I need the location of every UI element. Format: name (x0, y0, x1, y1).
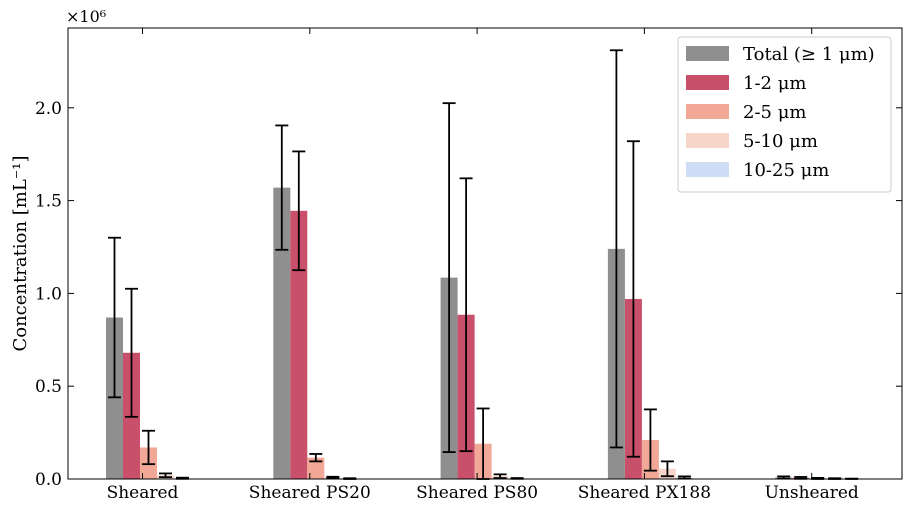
legend-label: Total (≥ 1 μm) (743, 44, 875, 65)
y-tick-label: 2.0 (35, 99, 62, 119)
x-tick-label: Unsheared (765, 483, 859, 503)
legend-label: 5-10 μm (743, 131, 818, 152)
x-tick-label: Sheared PX188 (578, 483, 711, 503)
legend-label: 1-2 μm (743, 73, 806, 94)
legend-swatch (686, 162, 729, 177)
x-tick-label: Sheared PS20 (249, 483, 371, 503)
y-tick-label: 1.0 (35, 284, 62, 304)
y-tick-label: 0.0 (35, 470, 62, 490)
y-axis-label: Concentration [mL⁻¹] (10, 155, 31, 351)
legend-swatch (686, 104, 729, 119)
y-tick-label: 1.5 (35, 192, 62, 212)
legend-swatch (686, 46, 729, 61)
legend-label: 10-25 μm (743, 160, 829, 181)
error-bar-4-2 (326, 477, 339, 478)
legend-label: 2-5 μm (743, 102, 806, 123)
axis-scale-multiplier: ×10⁶ (66, 7, 106, 26)
legend-swatch (686, 75, 729, 90)
x-tick-label: Sheared (107, 483, 179, 503)
y-tick-label: 0.5 (35, 377, 62, 397)
x-tick-label: Sheared PS80 (416, 483, 538, 503)
legend: Total (≥ 1 μm) 1-2 μm 2-5 μm 5-10 μm 10-25 μ… (678, 37, 891, 192)
legend-swatch (686, 133, 729, 148)
